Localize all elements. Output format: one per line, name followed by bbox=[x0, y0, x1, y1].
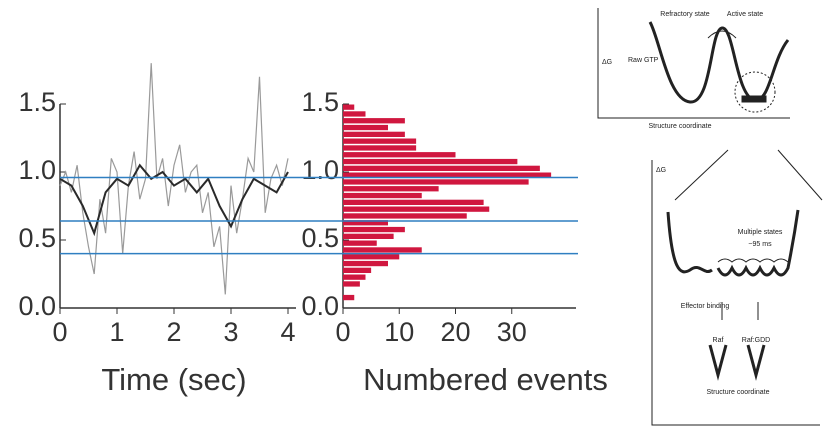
bar bbox=[343, 124, 388, 131]
x-tick-label: 3 bbox=[223, 317, 238, 347]
x-tick-label: 10 bbox=[384, 317, 414, 347]
label: Raf bbox=[713, 337, 724, 344]
label: Multiple states bbox=[738, 229, 783, 236]
bar bbox=[343, 226, 405, 233]
x-label: Structure coordinate bbox=[648, 123, 711, 130]
multi-wells bbox=[716, 209, 800, 277]
y-tick-label: 1.0 bbox=[301, 155, 339, 185]
bar bbox=[343, 165, 540, 171]
y-tick-label: 0.5 bbox=[18, 223, 56, 253]
y-tick-label: 1.5 bbox=[18, 87, 56, 117]
y-tick-label: 1.5 bbox=[301, 87, 339, 117]
bar bbox=[343, 152, 456, 158]
bar bbox=[343, 220, 388, 226]
y-tick-label: 0.0 bbox=[18, 291, 56, 321]
bar bbox=[343, 274, 366, 280]
bar bbox=[343, 192, 422, 199]
top-frame bbox=[597, 8, 790, 119]
bar bbox=[343, 118, 405, 124]
label: ~95 ms bbox=[748, 241, 772, 248]
states-block bbox=[741, 95, 767, 103]
bar bbox=[343, 233, 394, 239]
label: Raf:GDD bbox=[742, 337, 770, 344]
energy-curve bbox=[648, 21, 790, 104]
y-tick-label: 1.0 bbox=[18, 155, 56, 185]
bar bbox=[343, 111, 366, 117]
bar bbox=[343, 199, 484, 205]
x-tick-label: 20 bbox=[440, 317, 470, 347]
x-tick-label: 30 bbox=[497, 317, 527, 347]
bar bbox=[343, 213, 467, 219]
x-tick-label: 4 bbox=[280, 317, 295, 347]
label: Raw GTP bbox=[628, 57, 659, 64]
x-label: Structure coordinate bbox=[706, 389, 769, 396]
zoom-circle bbox=[734, 71, 776, 113]
label: Refractory state bbox=[660, 11, 710, 18]
bar bbox=[343, 267, 372, 273]
x-tick-label: 0 bbox=[335, 317, 350, 347]
bar bbox=[343, 131, 405, 137]
bar bbox=[343, 138, 417, 144]
bar bbox=[343, 247, 422, 253]
diagram bbox=[597, 8, 823, 426]
series-line bbox=[59, 63, 289, 295]
bar bbox=[343, 206, 490, 212]
bar bbox=[343, 158, 518, 165]
rafgdd-well bbox=[746, 344, 766, 381]
bar bbox=[343, 186, 439, 192]
label: Effector binding bbox=[681, 303, 730, 310]
y-tick-label: 0.0 bbox=[301, 291, 339, 321]
bar bbox=[343, 240, 377, 246]
dg-label: ΔG bbox=[602, 59, 612, 66]
bar bbox=[343, 294, 355, 301]
wave bbox=[717, 258, 789, 263]
series-line bbox=[59, 163, 289, 237]
bottom-frame bbox=[651, 160, 820, 426]
zoom-line bbox=[674, 149, 729, 201]
x-tick-label: 1 bbox=[109, 317, 124, 347]
bar bbox=[343, 145, 417, 151]
raf-well bbox=[708, 344, 728, 381]
bar bbox=[343, 172, 552, 178]
arc bbox=[707, 30, 737, 39]
bar bbox=[343, 254, 400, 260]
bar bbox=[343, 281, 360, 287]
x-axis-label: Numbered events bbox=[363, 362, 608, 397]
bar bbox=[343, 260, 388, 267]
bar bbox=[343, 104, 355, 110]
bar bbox=[343, 179, 529, 185]
zoom-line bbox=[777, 149, 823, 201]
dg-label: ΔG bbox=[656, 167, 666, 174]
x-tick-label: 0 bbox=[52, 317, 67, 347]
y-tick-label: 0.5 bbox=[301, 223, 339, 253]
label: Active state bbox=[727, 11, 763, 18]
well bbox=[666, 211, 713, 274]
x-axis-label: Time (sec) bbox=[101, 362, 246, 397]
x-tick-label: 2 bbox=[166, 317, 181, 347]
